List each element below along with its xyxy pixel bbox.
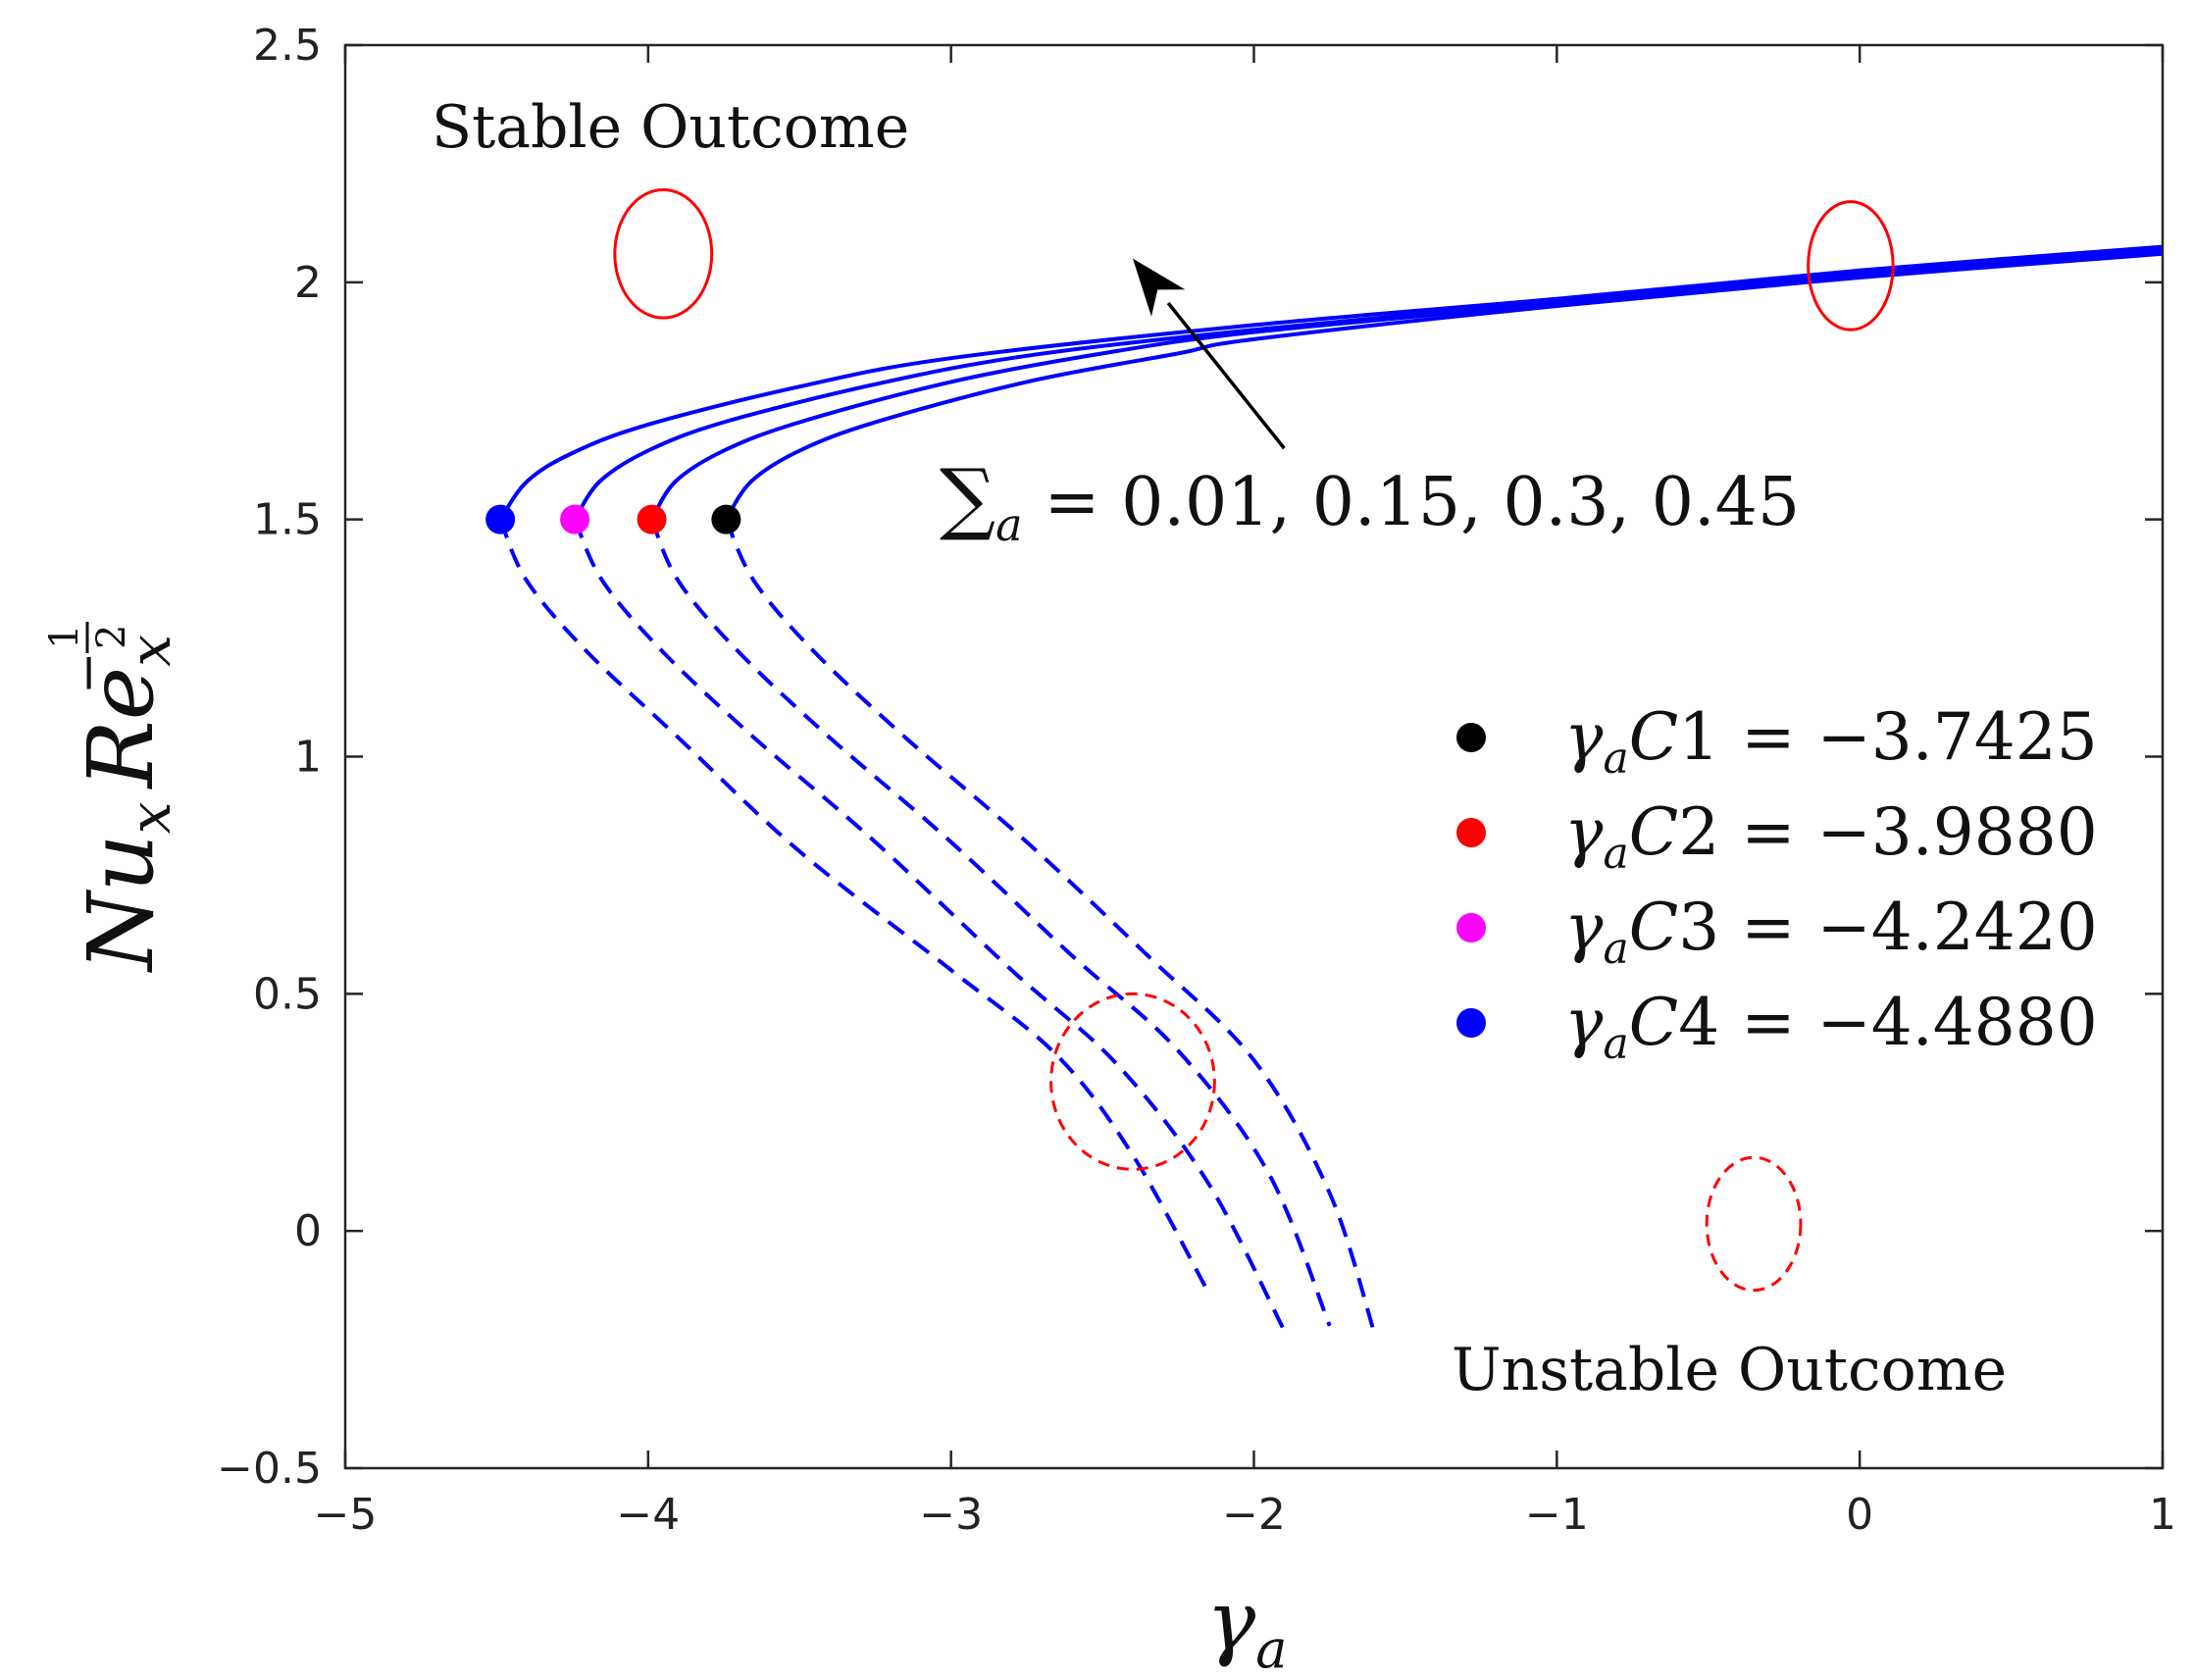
legend-label-index: 4 [1678, 985, 1719, 1060]
legend-gamma-sub: a [1603, 1019, 1628, 1069]
legend-entry-c4: γaC4 = −4.4880 [1564, 985, 2098, 1069]
x-tick-label: −4 [616, 1490, 680, 1540]
stable-ellipse-2 [1807, 200, 1895, 331]
y-label-exp-den: 2 [89, 625, 134, 649]
x-tick-label: −5 [314, 1490, 378, 1540]
arrow-head [1132, 258, 1186, 317]
x-tick-label: −2 [1222, 1490, 1286, 1540]
x-tick-label: 0 [1846, 1490, 1873, 1540]
x-tick-label: −3 [919, 1490, 983, 1540]
legend-gamma: γ [1564, 699, 1604, 775]
ellipse-annotations [613, 188, 1895, 1293]
legend-label-index: 1 [1678, 699, 1719, 775]
sigma-annotation: ∑a = 0.01, 0.15, 0.3, 0.45 [940, 452, 1800, 551]
unstable-ellipse-1 [1049, 992, 1216, 1171]
legend-equals: = [1741, 890, 1795, 965]
x-axis-label: γa [1206, 1573, 1287, 1675]
y-label-nu: Nu [69, 834, 174, 973]
legend-gamma-sub: a [1603, 924, 1628, 974]
legend-gamma: γ [1564, 794, 1604, 870]
legend-gamma-sub: a [1603, 734, 1628, 784]
y-label-exp-sign: − [59, 651, 118, 694]
x-axis-label-sub: a [1255, 1618, 1287, 1675]
sigma-subscript: a [995, 498, 1022, 551]
legend-gamma: γ [1564, 890, 1604, 965]
legend-label: C [1629, 699, 1679, 775]
x-axis-label-base: γ [1206, 1573, 1256, 1669]
critical-point-c4 [485, 504, 516, 535]
legend-value: −3.7425 [1817, 699, 2098, 775]
axis-ticks: −5 −4 −3 −2 −1 0 1 −0.5 0 0.5 1 1.5 2 2.5 [217, 21, 2176, 1540]
legend-marker-c1 [1456, 723, 1486, 752]
legend-entry-c3: γaC3 = −4.2420 [1564, 890, 2098, 974]
stable-outcome-label: Stable Outcome [432, 93, 909, 162]
legend-label-index: 2 [1678, 794, 1719, 870]
legend-entry-c1: γaC1 = −3.7425 [1564, 699, 2098, 784]
legend-label: C [1629, 985, 1679, 1060]
stable-ellipse-1 [613, 188, 714, 320]
legend-marker-c3 [1456, 913, 1486, 942]
legend-value: −3.9880 [1817, 794, 2098, 870]
y-label-re: Re [69, 667, 174, 790]
unstable-ellipse-2 [1705, 1155, 1803, 1293]
legend-gamma: γ [1564, 985, 1604, 1060]
legend-label: C [1629, 890, 1679, 965]
y-label-nu-sub: x [117, 802, 183, 835]
unstable-outcome-label: Unstable Outcome [1452, 1336, 2007, 1404]
lower-branch-series-2 [573, 518, 1287, 1332]
legend-value: −4.4880 [1817, 985, 2098, 1060]
legend-entry-c2: γaC2 = −3.9880 [1564, 794, 2098, 879]
y-tick-label: −0.5 [217, 1444, 322, 1494]
curves-layer [498, 244, 2164, 1337]
upper-branch-series-1 [498, 244, 2164, 521]
legend-equals: = [1741, 794, 1795, 870]
y-tick-label: 2.5 [253, 21, 322, 71]
sigma-values: = 0.01, 0.15, 0.3, 0.45 [1045, 464, 1801, 541]
y-tick-label: 0.5 [253, 969, 322, 1019]
increasing-sigma-arrow [1132, 258, 1286, 450]
y-tick-label: 1.5 [253, 495, 322, 545]
legend-equals: = [1741, 985, 1795, 1060]
arrow-shaft [1166, 301, 1286, 450]
svg-text:NuxRex: NuxRex [69, 635, 183, 973]
upper-branch-series-2 [573, 247, 2164, 521]
x-tick-label: 1 [2149, 1490, 2176, 1540]
lower-branch-series-4 [724, 518, 1377, 1337]
x-tick-label: −1 [1525, 1490, 1589, 1540]
lower-branch-series-1 [498, 518, 1210, 1294]
y-tick-label: 1 [294, 733, 322, 783]
sigma-symbol: ∑ [940, 452, 995, 543]
critical-point-c3 [560, 504, 590, 535]
lower-branch-series-3 [649, 518, 1332, 1327]
y-tick-label: 0 [294, 1206, 322, 1256]
upper-branch-series-3 [649, 249, 2164, 521]
legend-marker-c2 [1456, 818, 1486, 847]
y-label-re-sub: x [117, 635, 183, 667]
legend-value: −4.2420 [1817, 890, 2098, 965]
critical-point-c1 [711, 504, 741, 535]
y-axis-label: NuxRex − 1 2 [42, 622, 183, 973]
y-label-exp-num: 1 [42, 625, 87, 649]
critical-point-c2 [637, 504, 667, 535]
legend-label-index: 3 [1678, 890, 1719, 965]
legend-gamma-sub: a [1603, 829, 1628, 879]
legend-equals: = [1741, 699, 1795, 775]
y-tick-label: 2 [294, 258, 322, 308]
legend-marker-c4 [1456, 1008, 1486, 1038]
critical-points-layer [485, 504, 741, 535]
legend-label: C [1629, 794, 1679, 870]
